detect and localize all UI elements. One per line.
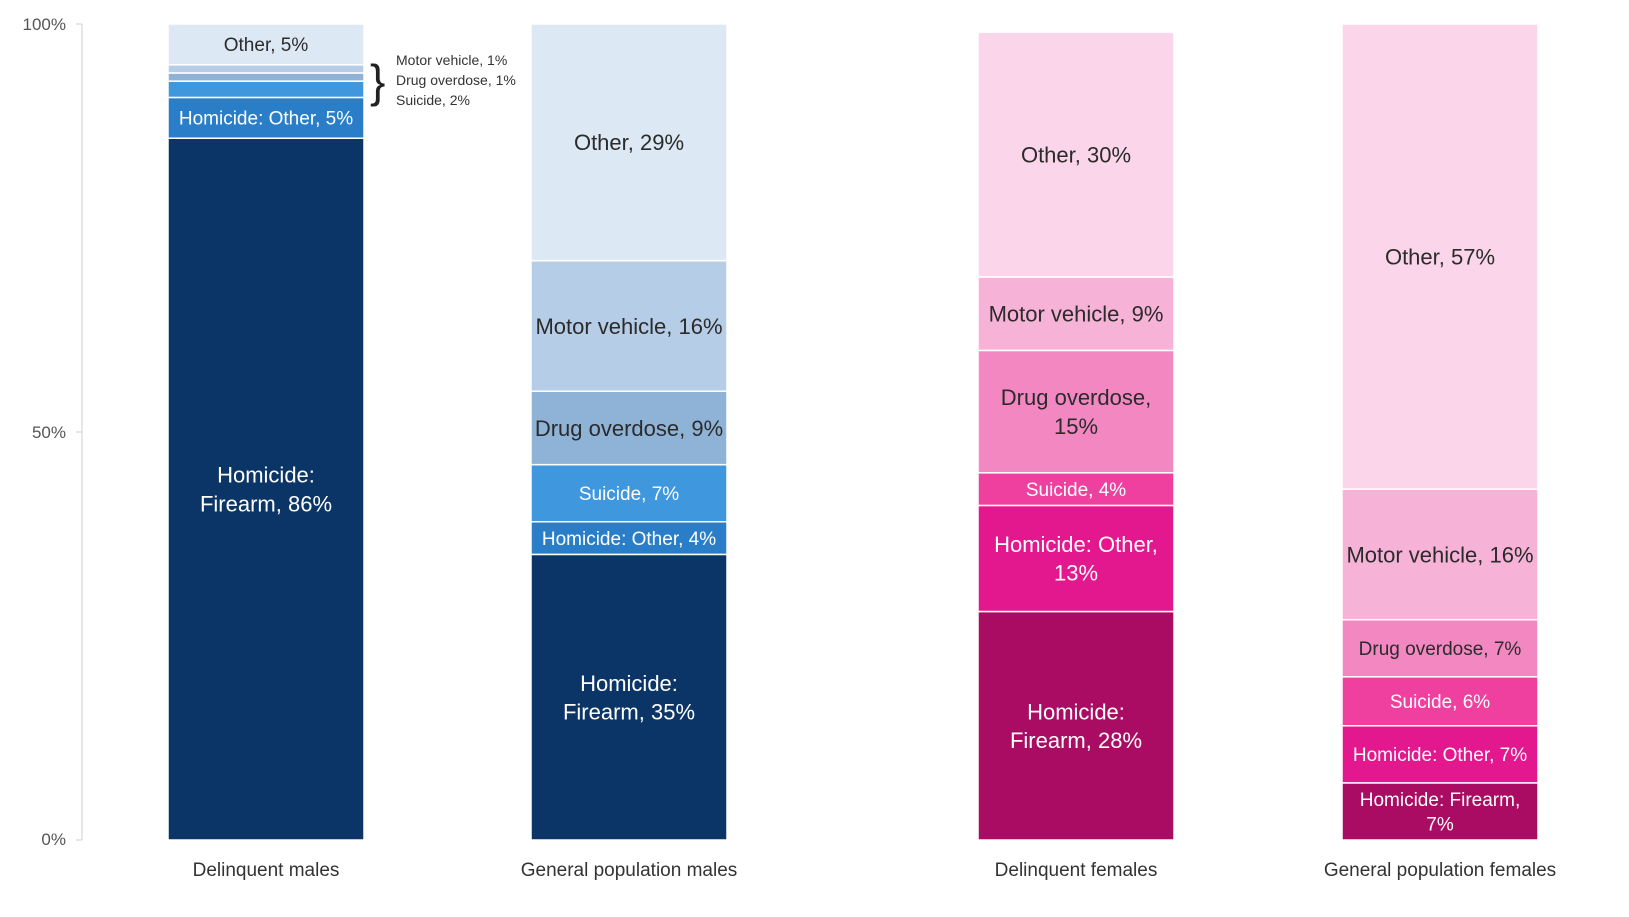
bar-delinquent-females: Homicide: Firearm, 28% Homicide: Other, 13%…	[977, 31, 1175, 841]
bar-segment-homicide-firearm	[1341, 782, 1539, 841]
x-category-label: Delinquent females	[995, 860, 1158, 881]
y-tick-label: 100%	[23, 15, 66, 34]
segment-label: Homicide: Firearm, 86%	[200, 463, 332, 517]
segment-label: Suicide, 7%	[579, 484, 679, 505]
segment-label: Drug overdose, 7%	[1359, 639, 1522, 660]
bar-segment-drug-overdose	[1341, 618, 1539, 678]
bar-segment-other	[530, 23, 728, 262]
segment-label: Other, 29%	[574, 130, 684, 155]
bar-segment-homicide-other	[977, 504, 1175, 613]
segment-label: Homicide: Firearm, 7%	[1360, 790, 1520, 836]
bar-segment-suicide	[977, 472, 1175, 507]
segment-label: Homicide: Other, 5%	[179, 109, 353, 130]
x-category-label: General population females	[1324, 860, 1556, 881]
bar-segment-motor-vehicle	[167, 64, 365, 74]
annotation-label: Suicide, 2%	[396, 92, 470, 108]
bar-segment-other	[1341, 23, 1539, 490]
segment-label: Drug overdose, 15%	[1001, 385, 1151, 439]
bar-segment-drug-overdose	[977, 349, 1175, 474]
bar-general-population-males: Homicide: Firearm, 35% Homicide: Other, 4%…	[530, 23, 728, 841]
segment-label: Suicide, 4%	[1026, 480, 1126, 501]
segment-label: Homicide: Firearm, 35%	[563, 671, 695, 725]
bar-stacks: Homicide: Firearm, 86% Homicide: Other, 5%…	[167, 23, 1539, 841]
bar-segment-other	[977, 31, 1175, 278]
y-tick-label: 50%	[32, 423, 66, 442]
segment-label: Motor vehicle, 16%	[535, 314, 722, 339]
bar-segment-motor-vehicle	[1341, 488, 1539, 621]
bar-segment-homicide-other	[1341, 725, 1539, 784]
bar-segment-drug-overdose	[167, 72, 365, 82]
y-axis: 0% 50% 100%	[23, 15, 83, 849]
segment-label: Homicide: Firearm, 28%	[1010, 699, 1142, 753]
segment-label: Drug overdose, 9%	[535, 416, 723, 441]
annotation-label: Drug overdose, 1%	[396, 72, 516, 88]
x-axis: Delinquent males General population males…	[193, 860, 1557, 881]
bar-segment-drug-overdose	[530, 390, 728, 466]
bar-segment-other	[167, 23, 365, 66]
bar-segment-homicide-firearm	[167, 137, 365, 841]
bar-general-population-females: Homicide: Firearm, 7% Homicide: Other, 7% S…	[1341, 23, 1539, 841]
x-category-label: Delinquent males	[193, 860, 340, 881]
x-category-label: General population males	[521, 860, 738, 881]
segment-label: Suicide, 6%	[1390, 692, 1490, 713]
bar-delinquent-males: Homicide: Firearm, 86% Homicide: Other, 5%…	[167, 23, 365, 841]
bar-segment-homicide-firearm	[530, 553, 728, 841]
segment-label: Motor vehicle, 16%	[1346, 542, 1533, 567]
bar-segment-homicide-firearm	[977, 610, 1175, 841]
segment-label: Motor vehicle, 9%	[989, 302, 1164, 327]
segment-label: Other, 5%	[224, 35, 309, 56]
segment-label: Homicide: Other, 7%	[1353, 745, 1527, 766]
segment-label: Other, 57%	[1385, 244, 1495, 269]
annotation-bracket: }	[370, 55, 385, 107]
y-tick-label: 0%	[41, 830, 66, 849]
segment-label: Other, 30%	[1021, 142, 1131, 167]
bar-segment-suicide	[530, 463, 728, 523]
segment-label: Homicide: Other, 13%	[994, 532, 1158, 586]
small-segments-annotation: } Motor vehicle, 1% Drug overdose, 1% Suici…	[370, 52, 516, 108]
bar-segment-homicide-other	[530, 521, 728, 556]
segment-label: Homicide: Other, 4%	[542, 529, 716, 550]
bar-segment-suicide	[1341, 676, 1539, 727]
annotation-label: Motor vehicle, 1%	[396, 52, 507, 68]
bar-segment-motor-vehicle	[530, 259, 728, 392]
bar-segment-suicide	[167, 80, 365, 99]
